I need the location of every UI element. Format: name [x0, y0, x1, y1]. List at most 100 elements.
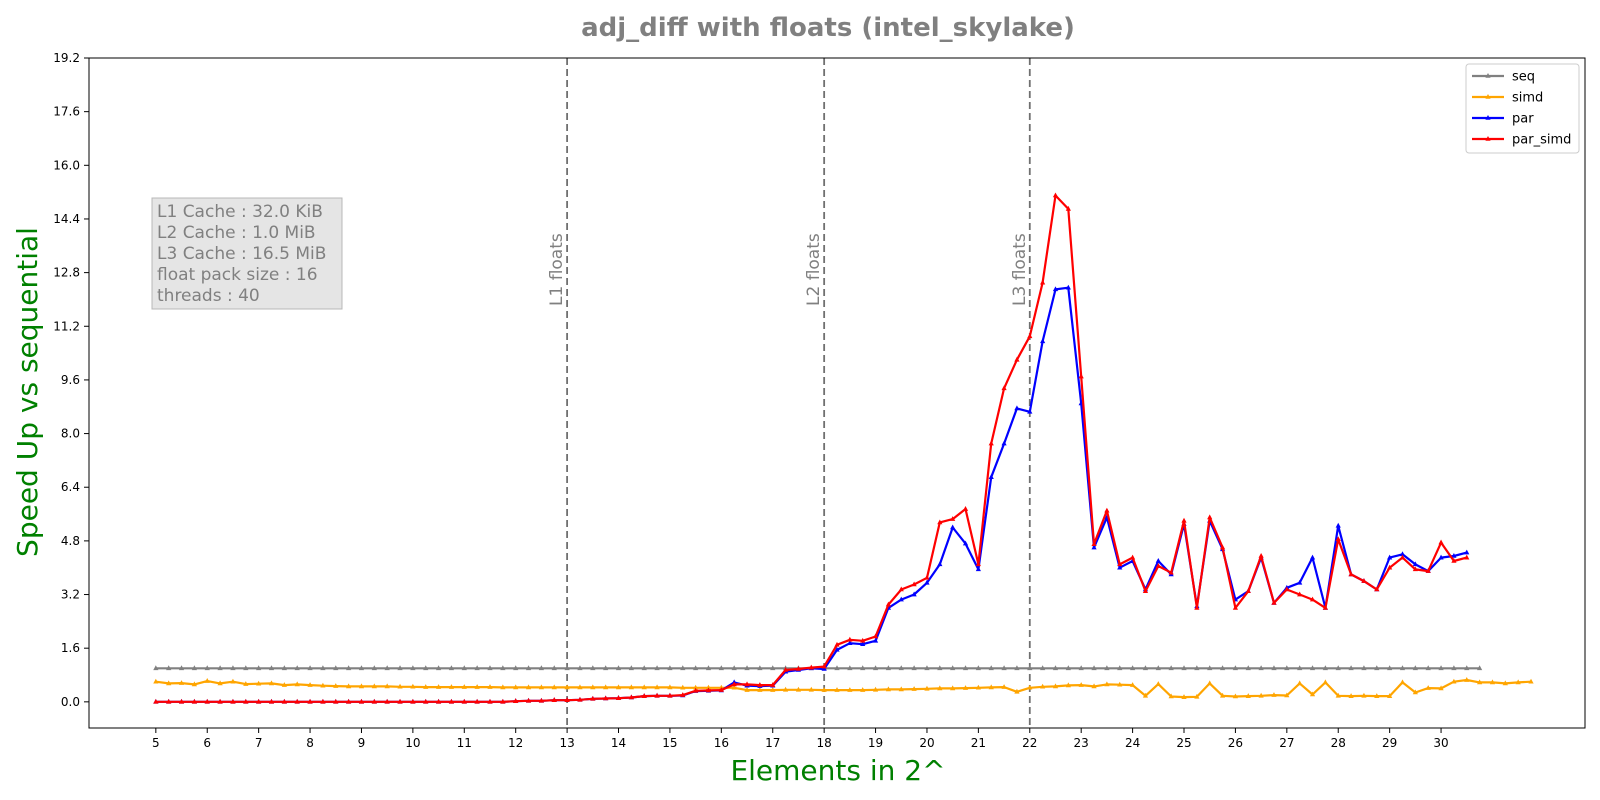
- legend-marker: [1485, 136, 1491, 141]
- data-point: [1040, 338, 1046, 344]
- data-point: [744, 681, 750, 687]
- data-point: [474, 698, 480, 704]
- data-point: [1374, 586, 1380, 592]
- data-point: [153, 665, 159, 671]
- data-point: [1027, 684, 1033, 690]
- data-point: [294, 665, 300, 671]
- x-tick-label: 7: [255, 736, 263, 750]
- data-point: [435, 665, 442, 671]
- y-tick-label: 17.6: [53, 105, 80, 119]
- data-point: [950, 665, 956, 671]
- y-tick-label: 8.0: [61, 427, 80, 441]
- data-point: [448, 698, 455, 704]
- data-point: [474, 684, 480, 689]
- data-point: [204, 678, 210, 683]
- data-point: [641, 684, 647, 690]
- data-point: [384, 698, 390, 704]
- data-point: [538, 697, 544, 703]
- data-point: [590, 665, 596, 671]
- data-point: [577, 665, 583, 671]
- data-point: [1258, 692, 1264, 698]
- data-point: [564, 665, 570, 671]
- data-point: [333, 665, 339, 671]
- data-point: [320, 698, 326, 704]
- data-point: [1181, 694, 1187, 699]
- data-point: [1181, 517, 1187, 523]
- data-point: [834, 665, 840, 671]
- data-point: [1130, 554, 1136, 560]
- y-tick-label: 12.8: [53, 266, 80, 280]
- data-point: [384, 665, 390, 671]
- data-point: [1207, 680, 1213, 686]
- data-point: [693, 684, 699, 690]
- data-point: [1117, 561, 1123, 567]
- series-line-simd: [155, 678, 1532, 699]
- data-point: [256, 698, 262, 704]
- data-point: [962, 540, 969, 546]
- y-tick-label: 9.6: [61, 373, 80, 387]
- data-point: [448, 684, 455, 689]
- cache-line-label: L3 floats: [1010, 233, 1030, 306]
- data-point: [525, 684, 532, 690]
- x-tick-label: 15: [662, 736, 677, 750]
- data-point: [1027, 665, 1033, 671]
- data-point: [1219, 665, 1226, 671]
- data-point: [924, 665, 930, 671]
- data-point: [898, 686, 904, 692]
- data-point: [1361, 692, 1367, 698]
- series-simd: [153, 677, 1534, 699]
- data-point: [1387, 693, 1393, 698]
- data-point: [1412, 665, 1418, 671]
- data-point: [1181, 665, 1187, 671]
- x-tick-label: 18: [817, 736, 832, 750]
- legend-marker: [1485, 94, 1491, 99]
- data-point: [230, 678, 236, 684]
- data-point: [551, 697, 557, 702]
- data-point: [268, 665, 275, 671]
- data-point: [1168, 569, 1174, 575]
- data-point: [410, 683, 416, 689]
- data-point: [1438, 539, 1444, 545]
- data-point: [975, 665, 981, 671]
- data-point: [898, 596, 904, 602]
- data-point: [1309, 665, 1316, 671]
- data-point: [1155, 681, 1161, 686]
- data-point: [1001, 684, 1007, 689]
- data-point: [795, 686, 802, 692]
- data-point: [821, 687, 827, 692]
- data-point: [1219, 544, 1226, 550]
- data-point: [1489, 679, 1496, 685]
- data-point: [435, 698, 442, 704]
- data-point: [243, 698, 249, 704]
- data-point: [1219, 692, 1226, 698]
- data-point: [1425, 568, 1431, 573]
- x-tick-label: 20: [919, 736, 934, 750]
- data-point: [1168, 693, 1174, 699]
- data-point: [911, 686, 917, 691]
- data-point: [808, 686, 814, 692]
- y-tick-label: 11.2: [53, 319, 80, 333]
- data-point: [667, 692, 673, 698]
- data-point: [950, 685, 956, 691]
- data-point: [1335, 692, 1341, 698]
- data-point: [1155, 563, 1161, 568]
- data-point: [410, 698, 416, 704]
- data-point: [1258, 665, 1264, 671]
- data-point: [1091, 544, 1097, 550]
- data-point: [847, 640, 853, 645]
- data-point: [693, 665, 699, 671]
- x-tick-label: 21: [971, 736, 986, 750]
- data-point: [1245, 665, 1251, 671]
- data-point: [937, 665, 943, 671]
- data-point: [937, 561, 943, 567]
- data-point: [1271, 599, 1277, 605]
- data-point: [178, 680, 185, 685]
- y-axis: 0.0 1.6 3.2 4.8 6.4 8.0 9.6 11.2 12.8 14.4 16.0 17.…: [53, 51, 89, 709]
- x-tick-label: 23: [1074, 736, 1089, 750]
- data-point: [178, 665, 185, 671]
- data-point: [358, 665, 365, 671]
- x-tick-label: 10: [405, 736, 420, 750]
- data-point: [821, 663, 827, 669]
- data-point: [1297, 591, 1303, 597]
- info-line: L2 Cache : 1.0 MiB: [157, 223, 316, 243]
